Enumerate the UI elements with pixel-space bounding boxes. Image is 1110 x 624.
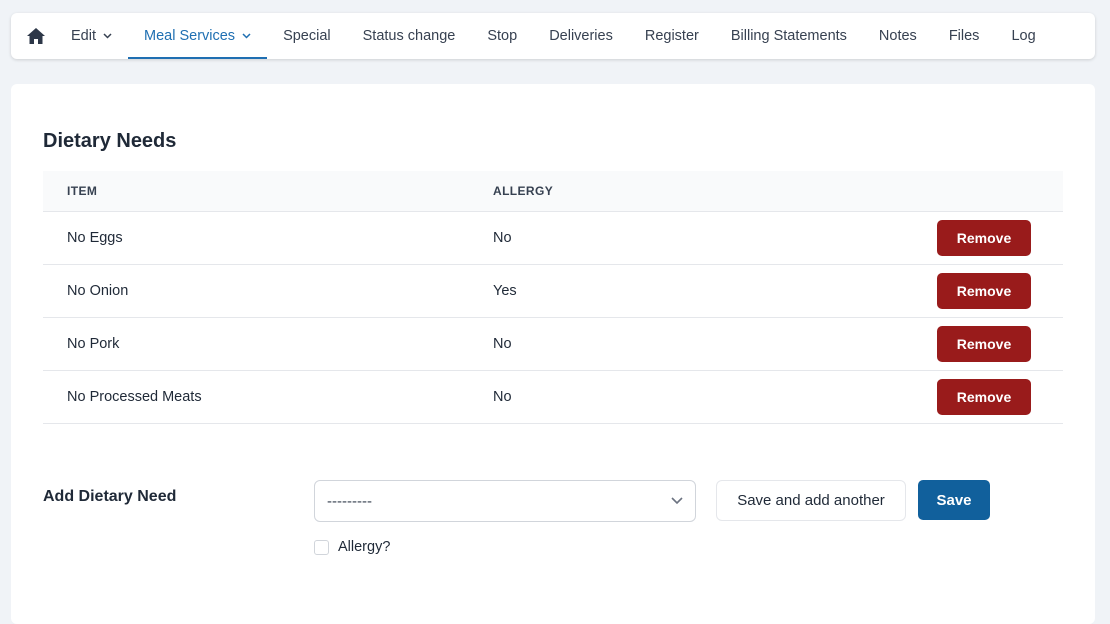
nav-tab-status-change[interactable]: Status change [347,13,472,59]
dietary-table: ITEM ALLERGY No Eggs No Remove No Onion Yes R… [43,171,1063,424]
nav-tab-register[interactable]: Register [629,13,715,59]
chevron-down-icon [671,497,683,505]
allergy-checkbox[interactable]: Allergy? [314,539,390,555]
table-row: No Onion Yes Remove [43,264,1063,318]
nav-tab-label: Meal Services [144,28,236,44]
item-cell: No Pork [43,317,469,371]
nav-tab-log[interactable]: Log [995,13,1051,59]
nav-tab-edit[interactable]: Edit [55,13,128,59]
nav-tab-deliveries[interactable]: Deliveries [533,13,629,59]
nav-tab-label: Special [283,28,331,44]
nav-tab-label: Files [948,28,980,44]
remove-button[interactable]: Remove [937,272,1031,309]
nav-tab-label: Notes [878,28,917,44]
remove-button[interactable]: Remove [937,325,1031,362]
nav-tab-stop[interactable]: Stop [471,13,533,59]
allergy-cell: Yes [469,264,683,318]
nav-tab-meal-services[interactable]: Meal Services [128,13,268,59]
nav-tab-label: Register [644,28,699,44]
nav-tab-label: Deliveries [549,28,613,44]
nav-tab-notes[interactable]: Notes [863,13,933,59]
nav-tab-label: Billing Statements [730,28,847,44]
checkbox[interactable] [314,539,329,555]
remove-button[interactable]: Remove [937,378,1031,415]
nav-tab-label: Edit [71,28,96,44]
section-title: Dietary Needs [43,130,177,152]
add-dietary-need-label: Add Dietary Need [43,488,177,505]
remove-button[interactable]: Remove [937,219,1031,256]
item-cell: No Onion [43,264,469,318]
top-nav: Edit Meal Services Special Status change Sto… [11,13,1095,59]
home-icon [27,28,45,44]
allergy-cell: No [469,370,683,424]
table-row: No Eggs No Remove [43,211,1063,265]
select-value: --------- [327,492,372,510]
allergy-cell: No [469,317,683,371]
table-row: No Processed Meats No Remove [43,370,1063,424]
nav-tab-label: Stop [487,28,518,44]
item-cell: No Processed Meats [43,370,469,424]
save-button[interactable]: Save [918,480,990,520]
home-link[interactable] [27,13,55,59]
column-header-allergy: ALLERGY [469,171,683,212]
nav-tab-label: Log [1011,28,1036,44]
column-header-item: ITEM [43,171,469,212]
item-cell: No Eggs [43,211,469,265]
save-and-add-another-button[interactable]: Save and add another [716,480,906,521]
dietary-need-select[interactable]: --------- [314,480,696,522]
nav-tab-files[interactable]: Files [933,13,996,59]
nav-tab-label: Status change [362,28,456,44]
chevron-down-icon [103,31,112,42]
nav-tab-billing-statements[interactable]: Billing Statements [715,13,863,59]
chevron-down-icon [242,31,251,42]
dietary-card: Dietary Needs ITEM ALLERGY No Eggs No Remo… [11,84,1095,624]
nav-tab-special[interactable]: Special [267,13,347,59]
allergy-label: Allergy? [338,539,391,555]
allergy-cell: No [469,211,683,265]
table-row: No Pork No Remove [43,317,1063,371]
